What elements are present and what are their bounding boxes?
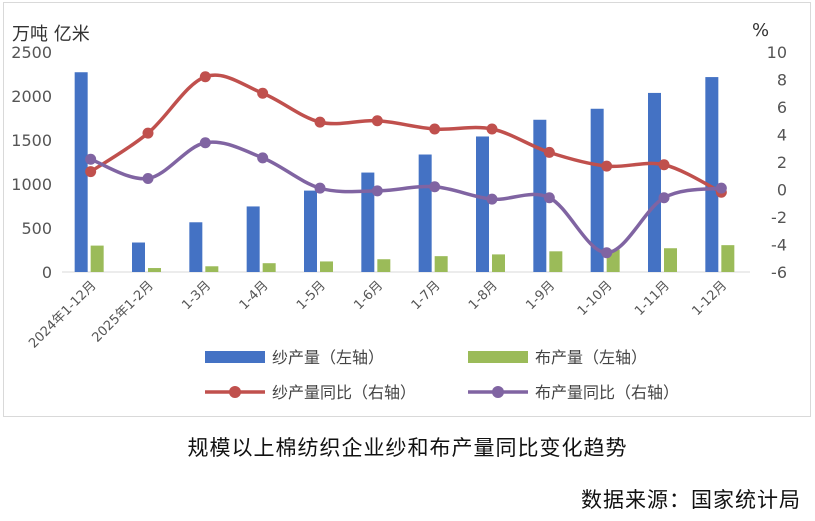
data-source: 数据来源：国家统计局 — [581, 488, 801, 512]
category-label: 1-8月 — [466, 278, 501, 313]
right-tick-label: 8 — [777, 71, 787, 90]
series-point — [257, 152, 269, 164]
left-tick-label: 0 — [42, 263, 52, 282]
category-label: 1-9月 — [523, 278, 558, 313]
series-line — [90, 140, 722, 255]
legend-label: 布产量（左轴） — [535, 348, 647, 367]
bar — [590, 108, 604, 272]
category-label: 1-6月 — [351, 278, 386, 313]
series-point — [314, 116, 326, 128]
right-tick-label: 0 — [777, 181, 787, 200]
series-point — [199, 137, 211, 149]
bar — [90, 245, 104, 272]
legend-marker — [229, 386, 241, 398]
bar — [476, 136, 489, 272]
bar — [320, 261, 333, 272]
category-label: 1-12月 — [689, 278, 730, 319]
bar — [132, 242, 145, 272]
series-point — [371, 115, 383, 127]
bar — [434, 256, 448, 272]
bar — [148, 268, 161, 272]
bar — [361, 172, 375, 272]
bar — [721, 245, 735, 272]
category-label: 1-7月 — [409, 278, 444, 313]
legend-swatch — [468, 351, 528, 363]
series-point — [658, 159, 670, 171]
series-point — [314, 182, 326, 194]
right-tick-label: -2 — [771, 208, 787, 227]
series-point — [601, 160, 613, 172]
series-point — [601, 247, 613, 259]
left-tick-label: 2500 — [11, 43, 52, 62]
bar — [549, 251, 563, 272]
series-point — [543, 146, 555, 158]
series-point — [429, 181, 441, 193]
series-point — [257, 87, 269, 99]
series-point — [486, 193, 498, 205]
category-label: 1-10月 — [575, 278, 616, 319]
bar — [664, 248, 677, 272]
series-point — [85, 166, 97, 178]
bar — [492, 254, 505, 272]
category-label: 2024年1-12月 — [26, 278, 99, 351]
right-tick-label: -6 — [771, 263, 787, 282]
bar — [418, 154, 432, 272]
category-label: 1-3月 — [179, 278, 214, 313]
bar — [74, 72, 88, 273]
series-point — [85, 153, 97, 165]
series-line — [89, 73, 723, 194]
right-axis-unit: % — [752, 20, 769, 41]
bar — [189, 222, 203, 272]
legend-swatch — [205, 351, 265, 363]
bar — [205, 266, 219, 272]
right-tick-label: -4 — [771, 236, 787, 255]
legend-label: 纱产量（左轴） — [272, 348, 384, 367]
left-tick-label: 1500 — [11, 131, 52, 150]
legend-marker — [492, 386, 504, 398]
category-label: 1-11月 — [632, 278, 673, 319]
category-label: 1-4月 — [237, 278, 272, 313]
series-point — [658, 192, 670, 204]
series-point — [715, 182, 727, 194]
bar — [262, 263, 276, 272]
series-point — [142, 127, 154, 139]
bar — [246, 206, 260, 272]
left-axis-unit: 万吨 亿米 — [12, 24, 90, 45]
category-label: 2025年1-2月 — [89, 278, 156, 345]
bar — [304, 190, 317, 272]
left-tick-label: 500 — [21, 219, 52, 238]
right-tick-label: 4 — [777, 126, 787, 145]
right-tick-label: 2 — [777, 153, 787, 172]
bar — [377, 259, 391, 272]
chart: 万吨 亿米 % 0 500 1000 1500 2000 2500 -6 -4 -2 0 2 4 6 8 10 2… — [11, 20, 787, 402]
series-point — [199, 71, 211, 83]
left-tick-label: 1000 — [11, 175, 52, 194]
series-point — [371, 185, 383, 197]
right-tick-label: 10 — [767, 43, 787, 62]
series-point — [142, 173, 154, 184]
series-point — [429, 123, 441, 135]
legend-label: 纱产量同比（右轴） — [272, 383, 416, 402]
left-tick-label: 2000 — [11, 87, 52, 106]
chart-container — [3, 2, 811, 417]
category-label: 1-5月 — [294, 278, 329, 313]
bar — [705, 77, 719, 272]
series-point — [486, 123, 498, 135]
chart-caption: 规模以上棉纺织企业纱和布产量同比变化趋势 — [187, 436, 628, 460]
right-tick-label: 6 — [777, 98, 787, 117]
series-point — [543, 192, 555, 204]
legend-label: 布产量同比（右轴） — [535, 383, 679, 402]
bar — [648, 92, 661, 272]
